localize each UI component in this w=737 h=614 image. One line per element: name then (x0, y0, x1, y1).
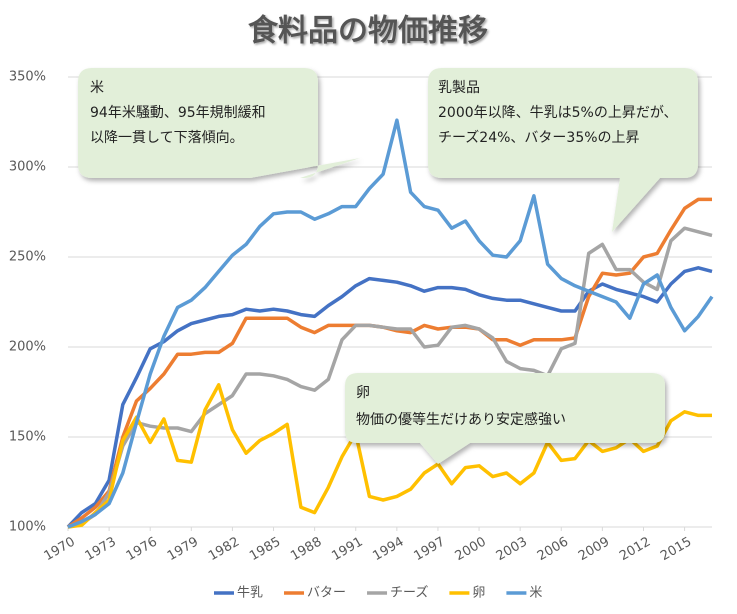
callout-egg (345, 373, 665, 464)
series-line (67, 197, 712, 529)
legend-label: 牛乳 (237, 586, 263, 601)
callout-text: 物価の優等生だけあり安定感強い (356, 411, 566, 428)
x-tick-label: 2000 (453, 535, 489, 565)
y-tick-label: 150% (9, 430, 46, 445)
x-tick-label: 1985 (247, 535, 283, 565)
series-line (67, 383, 712, 529)
callout-dairy (428, 68, 698, 232)
legend-label: バター (307, 586, 346, 601)
x-tick-label: 2009 (576, 535, 612, 565)
callout-shape (78, 68, 360, 178)
legend-label: チーズ (390, 585, 428, 601)
y-tick-label: 300% (9, 160, 46, 175)
x-tick-label: 1991 (329, 535, 365, 565)
y-tick-label: 350% (9, 70, 46, 85)
callout-text: 以降一貫して下落傾向。 (90, 130, 244, 146)
callout-title: 米 (90, 80, 104, 96)
callout-title: 乳製品 (438, 80, 480, 96)
x-tick-label: 2012 (617, 535, 653, 565)
x-tick-label: 1997 (412, 535, 448, 565)
x-tick-label: 1970 (42, 535, 78, 565)
y-tick-label: 100% (9, 520, 46, 535)
legend-label: 米 (529, 586, 542, 601)
series-line (67, 226, 713, 529)
x-tick-label: 1979 (165, 535, 201, 565)
y-tick-label: 250% (9, 250, 46, 265)
x-tick-label: 2003 (494, 535, 530, 565)
callout-text: チーズ24%、バター35%の上昇 (438, 130, 640, 146)
x-tick-label: 1994 (370, 535, 406, 565)
series-line (67, 118, 714, 529)
x-tick-label: 1988 (288, 535, 324, 565)
chart-title: 食料品の物価推移 (248, 14, 488, 49)
legend-label: 卵 (472, 586, 485, 601)
callout-shape (345, 373, 665, 464)
x-tick-label: 2015 (658, 535, 694, 565)
y-tick-label: 200% (9, 340, 46, 355)
callout-title: 卵 (356, 385, 370, 401)
callout-text: 94年米騒動、95年規制緩和 (90, 105, 266, 121)
x-tick-label: 1982 (206, 535, 242, 565)
x-tick-label: 1976 (124, 535, 160, 565)
series-line (66, 266, 713, 529)
legend: 牛乳 バター チーズ 卵 米 (214, 585, 542, 601)
callout-shape (428, 68, 698, 232)
x-tick-label: 2006 (535, 535, 571, 565)
callout-rice (78, 68, 360, 178)
callout-text: 2000年以降、牛乳は5%の上昇だが、 (438, 105, 678, 121)
x-tick-label: 1973 (83, 535, 119, 565)
